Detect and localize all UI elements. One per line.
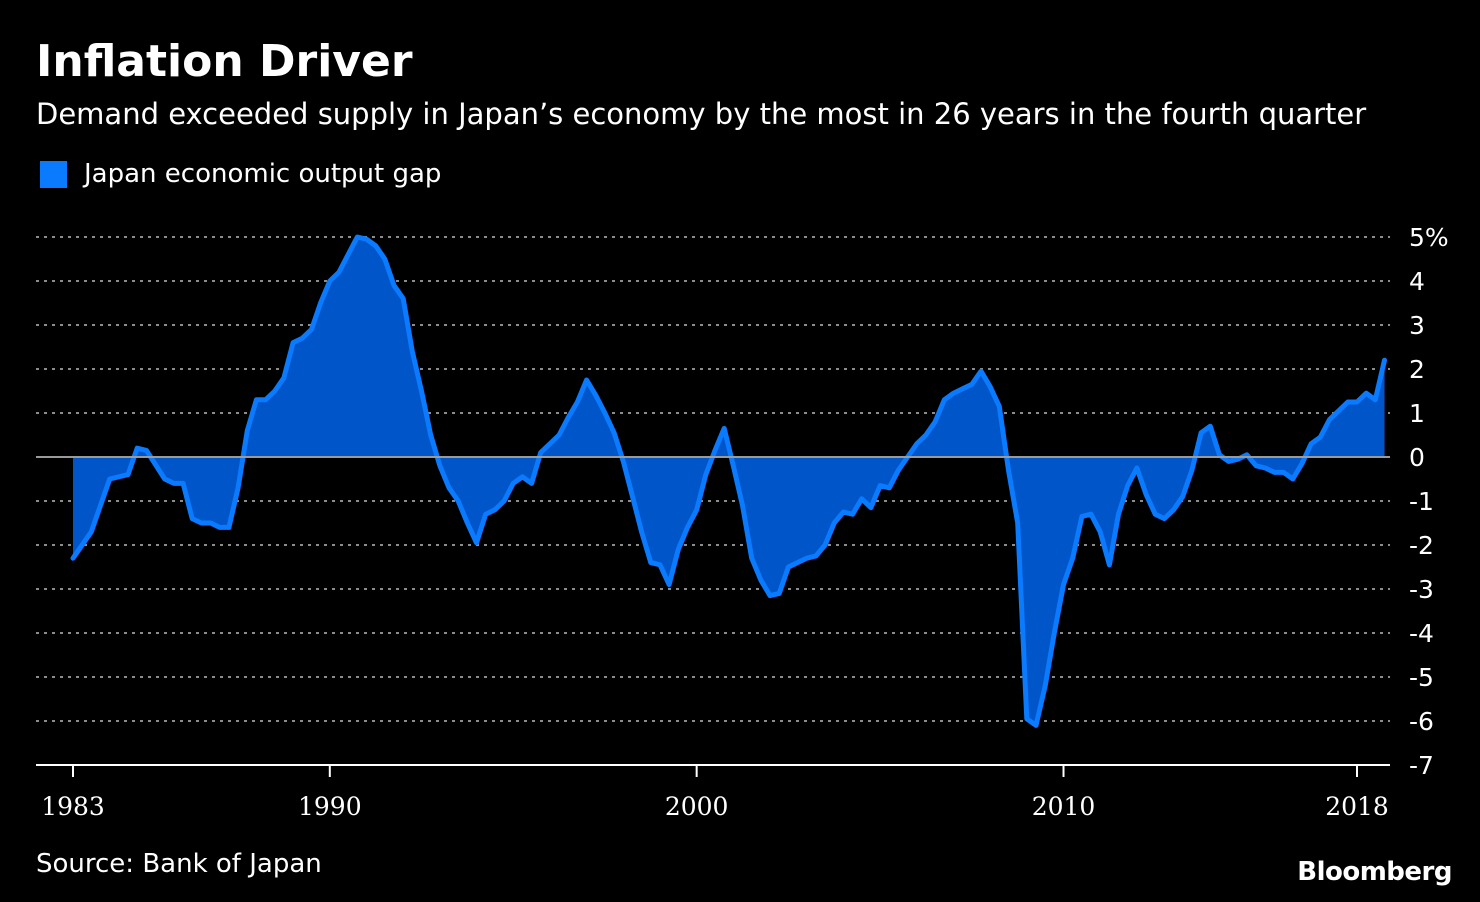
tick-labels: 5% 4 3 2 1 0 -1 -2 -3 -4 -5 -6 -7 1983 1990 2000 2010 201… <box>41 223 1448 821</box>
axes <box>36 456 1390 777</box>
output-gap-line <box>70 234 1387 728</box>
y-tick-label: 4 <box>1409 267 1425 296</box>
y-tick-label: 1 <box>1409 399 1425 428</box>
y-tick-label: -2 <box>1409 531 1434 560</box>
series-layer <box>70 234 1387 728</box>
y-tick-label: -6 <box>1409 707 1434 736</box>
y-tick-label: 3 <box>1409 311 1425 340</box>
y-tick-label: -1 <box>1409 487 1434 516</box>
legend-label: Japan economic output gap <box>84 159 442 189</box>
x-tick-label: 1990 <box>298 792 362 821</box>
legend-swatch <box>40 160 67 188</box>
source-note: Source: Bank of Japan <box>36 849 322 879</box>
x-tick-label: 2010 <box>1032 792 1096 821</box>
y-tick-label: -5 <box>1409 663 1434 692</box>
x-tick-label: 1983 <box>41 792 105 821</box>
y-tick-label: -3 <box>1409 575 1434 604</box>
output-gap-area <box>73 237 1385 726</box>
x-tick-label: 2000 <box>665 792 729 821</box>
bloomberg-logo: Bloomberg <box>1297 857 1452 887</box>
x-tick-label: 2018 <box>1325 792 1389 821</box>
legend: Japan economic output gap <box>40 158 441 190</box>
y-tick-label: 5% <box>1409 223 1449 252</box>
y-tick-label: -4 <box>1409 619 1434 648</box>
y-tick-label: -7 <box>1409 751 1434 780</box>
chart-title: Inflation Driver <box>36 36 413 87</box>
y-tick-label: 2 <box>1409 355 1425 384</box>
y-tick-label: 0 <box>1409 443 1425 472</box>
chart-subtitle: Demand exceeded supply in Japan’s econom… <box>36 97 1367 131</box>
